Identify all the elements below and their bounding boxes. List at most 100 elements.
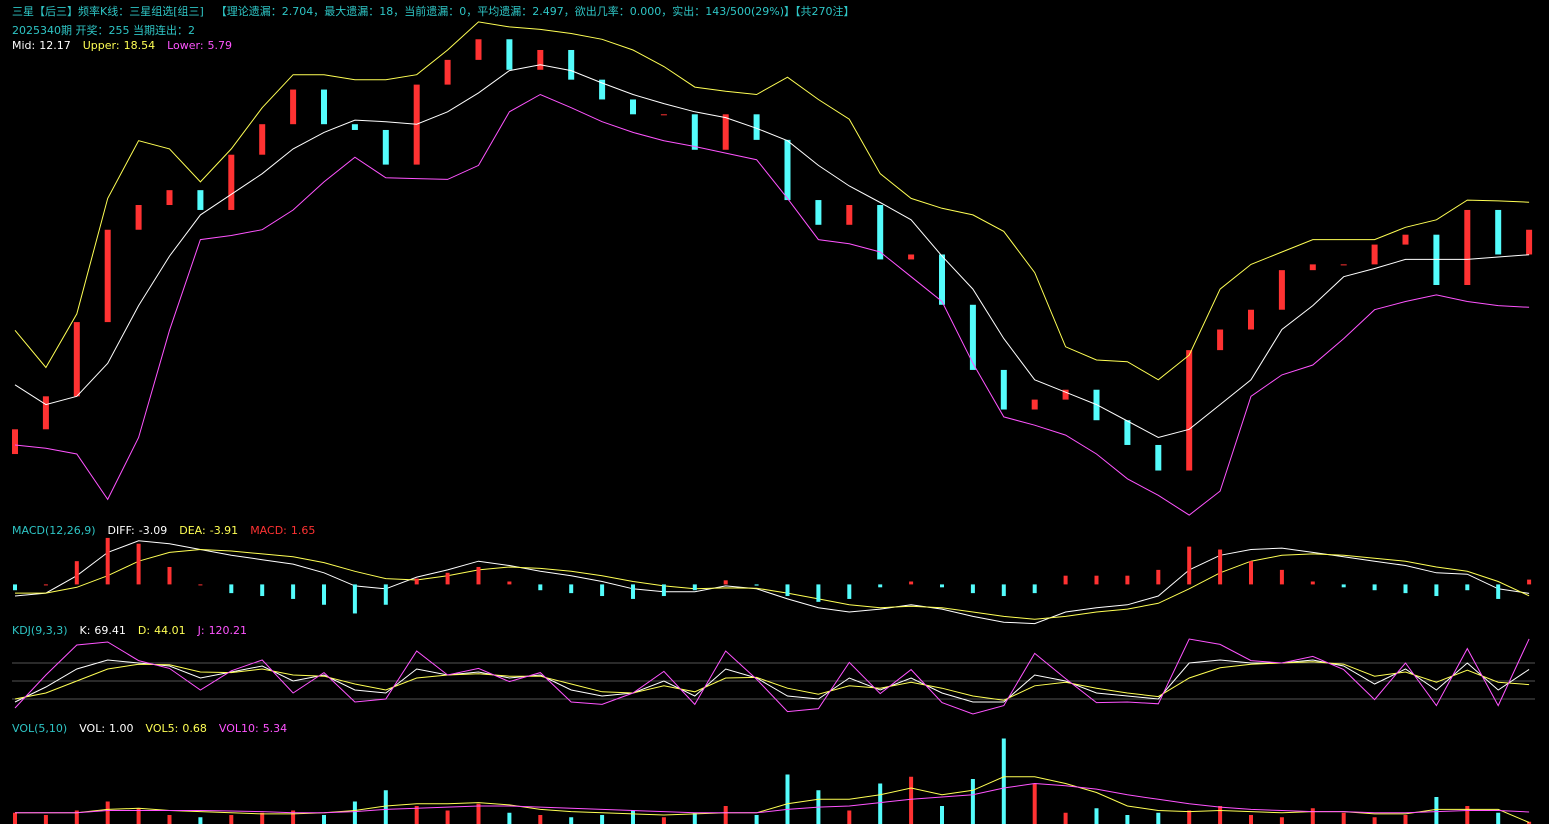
legend-part: DIFF: — [108, 524, 135, 537]
bar — [167, 566, 172, 585]
bar — [136, 543, 141, 585]
bar — [878, 783, 883, 824]
candle — [1217, 329, 1224, 351]
legend-part: Lower: — [167, 39, 203, 52]
candle — [1062, 389, 1069, 400]
bar — [692, 812, 697, 824]
candle — [1155, 444, 1162, 471]
bar — [970, 584, 975, 594]
bar — [13, 584, 17, 591]
legend-entry: 三星【后三】频率K线：三星组选[组三] — [12, 4, 204, 18]
bar — [229, 815, 234, 824]
bar — [1063, 812, 1068, 824]
bar — [414, 578, 419, 585]
candle — [1464, 209, 1471, 285]
bar — [507, 581, 512, 585]
candle — [939, 254, 945, 305]
series-line — [14, 93, 1530, 516]
bar — [878, 584, 883, 588]
bar — [1249, 561, 1253, 585]
legend-entry: MACD(12,26,9) — [12, 524, 96, 537]
candle — [908, 254, 915, 260]
candle — [506, 39, 513, 70]
legend-part: MACD: — [250, 524, 287, 537]
candle — [753, 114, 760, 140]
legend-part: VOL(5,10) — [12, 722, 67, 735]
bar — [1403, 815, 1408, 824]
legend-part: 三星【后三】频率K线：三星组选[组三] — [12, 4, 204, 18]
legend-entry: VOL(5,10) — [12, 722, 67, 735]
legend-part: 0.68 — [182, 722, 207, 735]
candle — [722, 114, 729, 150]
bar — [322, 584, 326, 605]
bar — [538, 815, 543, 824]
bar — [1156, 569, 1161, 585]
legend-part: 5.79 — [208, 39, 233, 52]
candle — [197, 190, 204, 210]
bar — [1341, 812, 1346, 824]
bar — [105, 537, 110, 585]
legend-entry: DIFF: -3.09 — [108, 524, 168, 537]
bar — [445, 572, 450, 585]
candle — [135, 205, 142, 230]
candle — [537, 49, 544, 70]
candle — [42, 396, 49, 430]
bar — [1187, 810, 1192, 824]
series-line — [14, 540, 1530, 625]
bar — [383, 584, 388, 605]
bar — [414, 806, 419, 824]
candle — [1526, 229, 1533, 255]
bar — [1465, 806, 1470, 824]
series-line — [14, 661, 1530, 701]
legend-entry: Upper: 18.54 — [83, 39, 155, 52]
candle — [969, 304, 976, 370]
candle — [382, 129, 389, 165]
bar — [1187, 546, 1192, 585]
candle — [877, 205, 884, 260]
legend-part: VOL10: — [219, 722, 259, 735]
bar — [754, 584, 759, 586]
legend-part: -3.91 — [210, 524, 238, 537]
bar — [1063, 575, 1068, 585]
candle — [1278, 270, 1285, 310]
candle — [444, 59, 451, 85]
bar — [1125, 575, 1130, 585]
bar — [260, 584, 265, 597]
bar — [692, 584, 697, 591]
legend-part: 44.01 — [154, 624, 186, 637]
bar — [1279, 569, 1284, 585]
bar — [476, 566, 481, 585]
legend-part: 【理论遗漏：2.704，最大遗漏：18，当前遗漏：0，平均遗漏：2.497，欲出… — [216, 4, 855, 18]
bar — [1527, 579, 1532, 585]
legend-part: K: — [80, 624, 91, 637]
bar — [1434, 797, 1439, 824]
series-line — [15, 776, 1530, 823]
bar — [1341, 584, 1346, 588]
bar — [1403, 584, 1408, 594]
bar — [1434, 584, 1439, 597]
bar — [754, 815, 759, 824]
bar — [74, 561, 79, 585]
legend-part: 69.41 — [94, 624, 126, 637]
bar — [785, 774, 790, 824]
bar — [1218, 549, 1223, 585]
candle — [1402, 234, 1409, 245]
candle — [784, 139, 791, 201]
bar — [1496, 812, 1501, 824]
bar — [43, 815, 48, 824]
legend-part: J: — [197, 624, 205, 637]
bar — [1496, 584, 1501, 599]
bar — [723, 806, 728, 824]
bar — [1094, 808, 1099, 824]
bar — [940, 806, 944, 824]
bar — [43, 584, 48, 586]
bar — [1218, 806, 1223, 824]
bar — [1310, 808, 1315, 824]
candle — [259, 124, 266, 155]
candle — [568, 49, 575, 80]
bar — [569, 584, 574, 594]
legend-entry: VOL5: 0.68 — [146, 722, 207, 735]
bar — [13, 812, 17, 824]
bar — [1372, 817, 1377, 824]
bar — [538, 584, 543, 591]
